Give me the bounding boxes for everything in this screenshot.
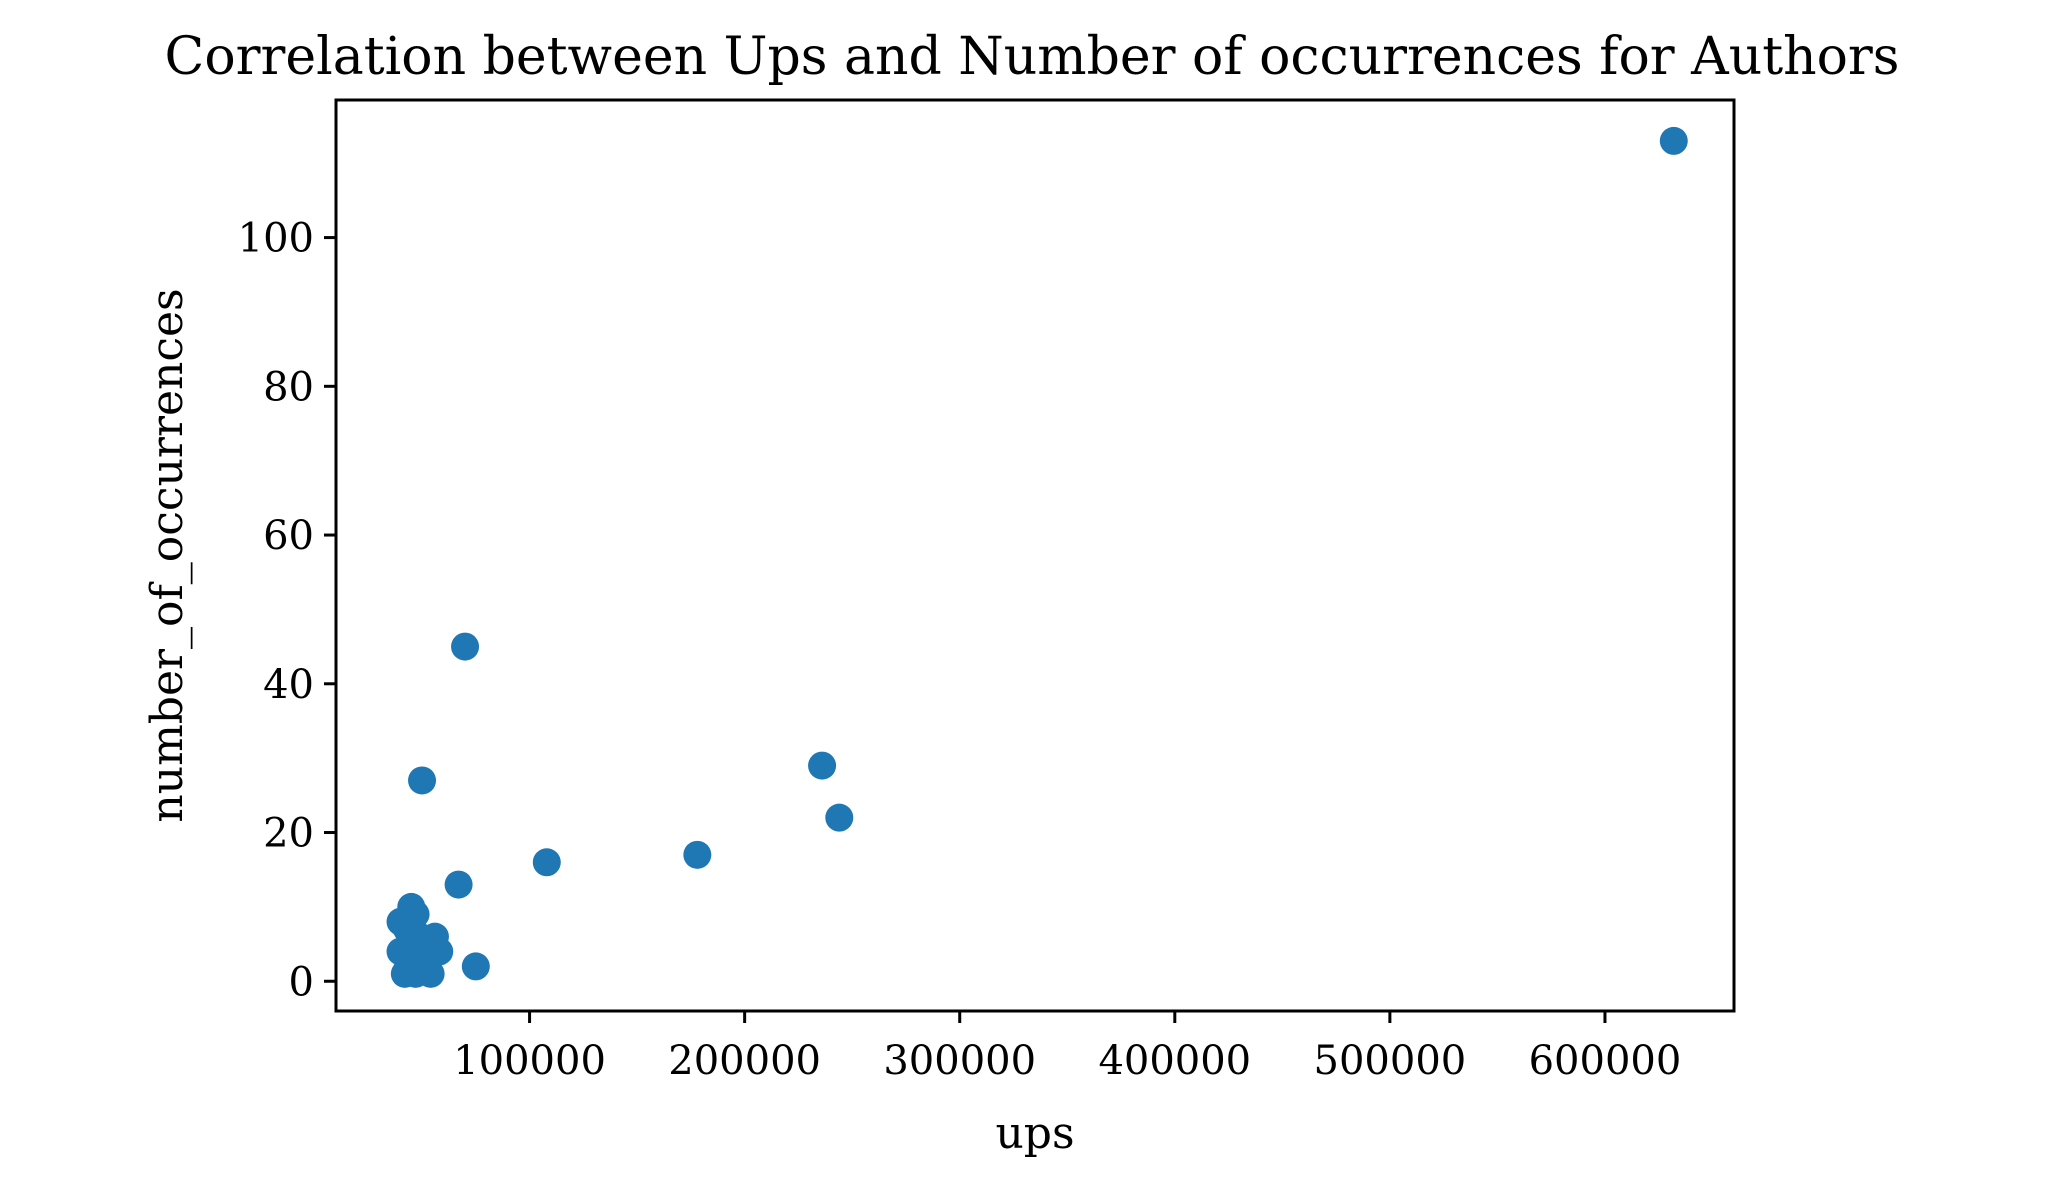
x-tick-label: 300000 <box>883 1038 1036 1084</box>
data-point <box>416 959 445 988</box>
data-point <box>683 840 712 869</box>
data-point <box>1659 126 1688 155</box>
y-tick-label: 40 <box>263 662 314 708</box>
y-tick-label: 100 <box>238 216 314 262</box>
x-tick-label: 200000 <box>668 1038 821 1084</box>
y-tick-label: 0 <box>289 959 314 1005</box>
data-point <box>825 803 854 832</box>
data-point <box>808 751 837 780</box>
data-points <box>386 126 1688 988</box>
y-axis: 0 20 40 60 80 100 <box>238 216 336 1005</box>
x-tick-label: 500000 <box>1314 1038 1467 1084</box>
y-axis-label: number_of_occurrences <box>142 288 193 822</box>
y-tick-label: 20 <box>263 811 314 857</box>
data-point <box>461 952 490 981</box>
data-point <box>532 848 561 877</box>
y-tick-label: 60 <box>263 513 314 559</box>
data-point <box>408 766 437 795</box>
x-tick-label: 100000 <box>453 1038 606 1084</box>
data-point <box>444 870 473 899</box>
plot-area-frame <box>334 98 1736 1013</box>
x-tick-label: 400000 <box>1098 1038 1251 1084</box>
data-point <box>451 632 480 661</box>
x-tick-label: 600000 <box>1529 1038 1682 1084</box>
y-tick-label: 80 <box>263 364 314 410</box>
x-axis-label: ups <box>995 1108 1074 1159</box>
chart-title: Correlation between Ups and Number of oc… <box>165 27 1900 87</box>
x-axis: 100000 200000 300000 400000 500000 600000 <box>453 1011 1681 1084</box>
